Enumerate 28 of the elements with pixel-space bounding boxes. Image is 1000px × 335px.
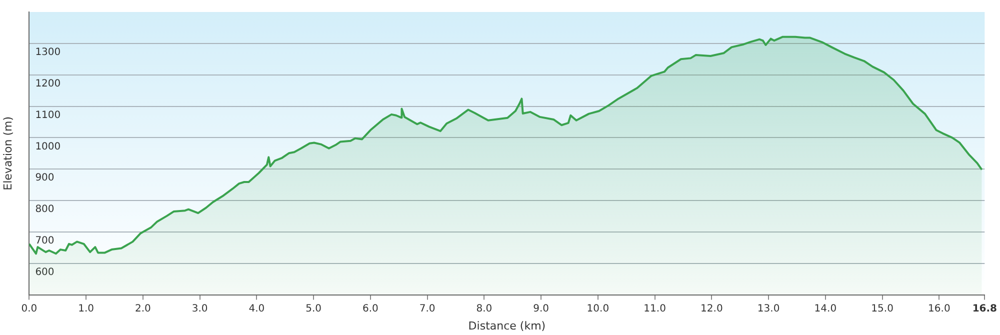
x-tick-label: 7.0 (419, 303, 436, 314)
x-tick-label: 13.0 (757, 303, 780, 314)
y-tick-label: 600 (35, 266, 54, 278)
x-tick-label: 11.0 (644, 303, 666, 314)
x-tick-label: 4.0 (248, 303, 265, 314)
x-tick-label: 2.0 (134, 303, 151, 314)
x-tick-label: 10.0 (586, 303, 610, 314)
x-tick-label: 14.0 (814, 303, 837, 314)
y-tick-label: 900 (35, 172, 54, 184)
x-tick-label: 3.0 (192, 303, 208, 314)
x-axis-title: Distance (km) (468, 319, 546, 332)
y-tick-label: 1100 (35, 110, 61, 121)
y-axis-title: Elevation (m) (1, 116, 14, 190)
x-tick-label: 16.8 (972, 303, 998, 314)
x-tick-label: 1.0 (78, 303, 94, 314)
x-tick-label: 6.0 (362, 303, 378, 314)
y-tick-label: 1000 (35, 141, 61, 152)
y-tick-label: 1200 (35, 78, 61, 90)
y-tick-label: 700 (35, 236, 54, 247)
x-tick-label: 8.0 (476, 303, 492, 314)
x-tick-label: 16.0 (928, 303, 950, 314)
x-tick-label: 0.0 (21, 303, 38, 314)
x-tick-label: 9.0 (533, 303, 550, 314)
x-tick-label: 12.0 (700, 303, 723, 314)
x-tick-label: 15.0 (871, 303, 894, 314)
y-tick-label: 800 (35, 204, 54, 216)
x-tick-label: 5.0 (306, 303, 322, 314)
y-tick-label: 1300 (35, 47, 61, 58)
